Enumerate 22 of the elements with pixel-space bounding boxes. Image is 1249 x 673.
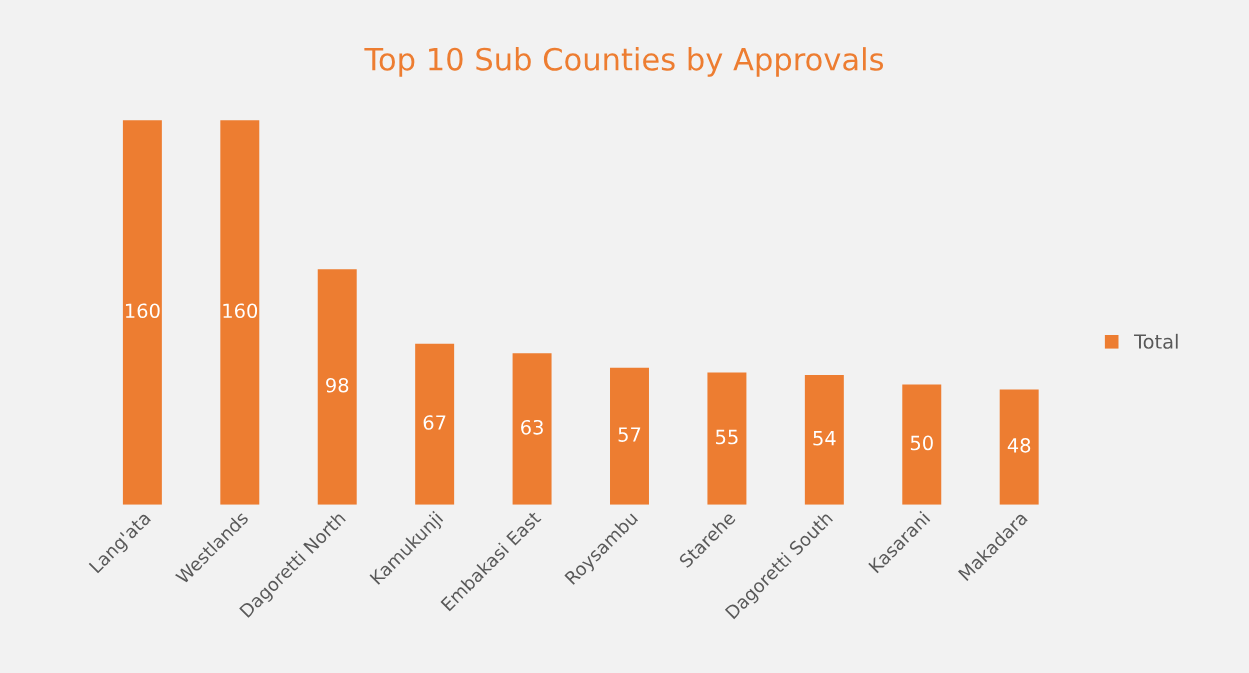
legend-label: Total bbox=[1133, 333, 1178, 349]
data-label: 48 bbox=[1007, 438, 1031, 453]
data-label: 54 bbox=[813, 431, 836, 446]
data-label: 50 bbox=[910, 435, 933, 451]
data-label: 63 bbox=[521, 419, 543, 435]
bar bbox=[512, 353, 552, 505]
bar bbox=[220, 120, 260, 505]
bar bbox=[999, 389, 1039, 505]
bar bbox=[707, 372, 747, 505]
data-label: 55 bbox=[716, 429, 738, 445]
bar bbox=[610, 367, 649, 505]
bar bbox=[804, 374, 844, 505]
bar bbox=[415, 343, 455, 505]
bar bbox=[122, 120, 162, 505]
bar bbox=[902, 384, 942, 505]
data-label: 98 bbox=[326, 377, 349, 393]
bar bbox=[317, 269, 357, 505]
data-label: 160 bbox=[223, 303, 258, 319]
data-label: 160 bbox=[125, 303, 160, 319]
data-label: 67 bbox=[423, 415, 446, 430]
chart-title: Top 10 Sub Counties by Approvals bbox=[364, 47, 884, 77]
data-label: 57 bbox=[618, 427, 641, 442]
